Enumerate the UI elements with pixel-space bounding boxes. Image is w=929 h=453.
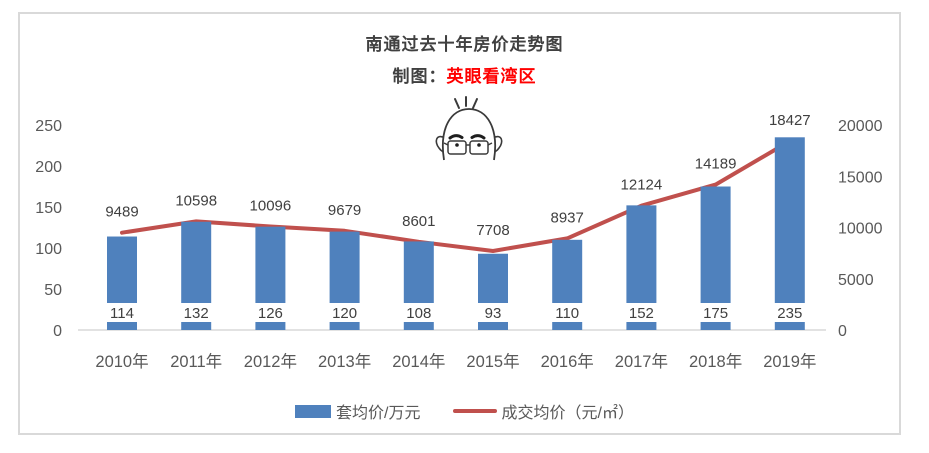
x-axis-category-label: 2015年 [466,352,519,371]
line-value-label: 9489 [105,204,138,221]
line-value-label: 14189 [695,156,737,173]
bar [774,137,805,330]
x-axis-category-label: 2018年 [689,352,742,371]
chart-plot-area: 0 50 100 150 200 250 0 5000 10000 15000 20000 114 13… [35,112,883,371]
bar-label-background [101,303,143,322]
x-axis-category-label: 2014年 [392,352,445,371]
left-axis-tick-label: 250 [35,118,62,135]
left-axis-tick-label: 50 [44,282,62,299]
face-with-glasses-icon [435,96,503,172]
bar-label-background [546,303,589,322]
bar-label-background [175,303,218,322]
bar-value-label: 175 [703,305,728,322]
legend-item-bar-series: 套均价/万元 [295,399,421,423]
left-axis-tick-label: 100 [35,241,62,258]
bar-value-label: 114 [110,305,134,322]
line-value-label: 9679 [328,202,361,219]
x-axis-category-label: 2012年 [244,352,297,371]
bar-label-background [397,303,440,322]
bar-value-label: 120 [332,305,357,322]
x-axis-category-label: 2019年 [763,352,816,371]
bar-label-background [249,303,292,322]
line-series-swatch-icon [452,409,497,413]
chart-byline: 制图：英眼看湾区 [0,62,929,87]
x-axis-category-label: 2017年 [615,352,668,371]
line-value-label: 7708 [476,222,509,239]
line-value-label: 10598 [175,192,217,209]
right-axis-tick-label: 20000 [838,118,883,135]
bar-label-background [472,303,514,322]
bar-value-label: 93 [485,305,502,322]
legend-line-label: 成交均价（元/㎡） [501,405,634,422]
chart-legend: 套均价/万元 成交均价（元/㎡） [0,399,929,423]
left-axis-tick-label: 150 [35,200,62,217]
line-value-label: 8937 [551,209,584,226]
left-axis-tick-label: 0 [53,323,62,340]
right-axis-tick-label: 0 [838,323,847,340]
x-axis-category-label: 2010年 [95,352,148,371]
bar-value-label: 110 [555,305,579,322]
bar-value-label: 126 [258,305,283,322]
x-axis-category-label: 2013年 [318,352,371,371]
line-value-label: 18427 [769,112,811,129]
right-axis-tick-label: 10000 [838,221,883,238]
bar-value-label: 152 [629,305,654,322]
bar-value-label: 132 [184,305,209,322]
legend-item-line-series: 成交均价（元/㎡） [452,399,634,423]
bar-label-background [694,303,737,322]
chart-title: 南通过去十年房价走势图 [365,35,564,54]
right-axis-tick-label: 5000 [838,272,874,289]
left-axis-tick-label: 200 [35,159,62,176]
chart-frame [18,12,901,435]
bar-label-background [620,303,663,322]
byline-prefix: 制图： [392,67,447,86]
x-axis-category-label: 2016年 [541,352,594,371]
bar-series-swatch-icon [295,404,332,418]
right-axis-tick-label: 15000 [838,169,883,186]
bar-label-background [768,303,811,322]
line-value-label: 10096 [250,198,292,215]
line-value-label: 12124 [621,177,663,194]
bar-value-label: 108 [406,305,431,322]
line-value-label: 8601 [402,213,435,230]
price-trend-line [120,139,792,253]
bar-label-background [323,303,366,322]
x-axis-category-label: 2011年 [170,352,222,371]
byline-author: 英眼看湾区 [446,67,537,86]
bar-value-label: 235 [777,305,802,322]
legend-bar-label: 套均价/万元 [336,405,421,422]
